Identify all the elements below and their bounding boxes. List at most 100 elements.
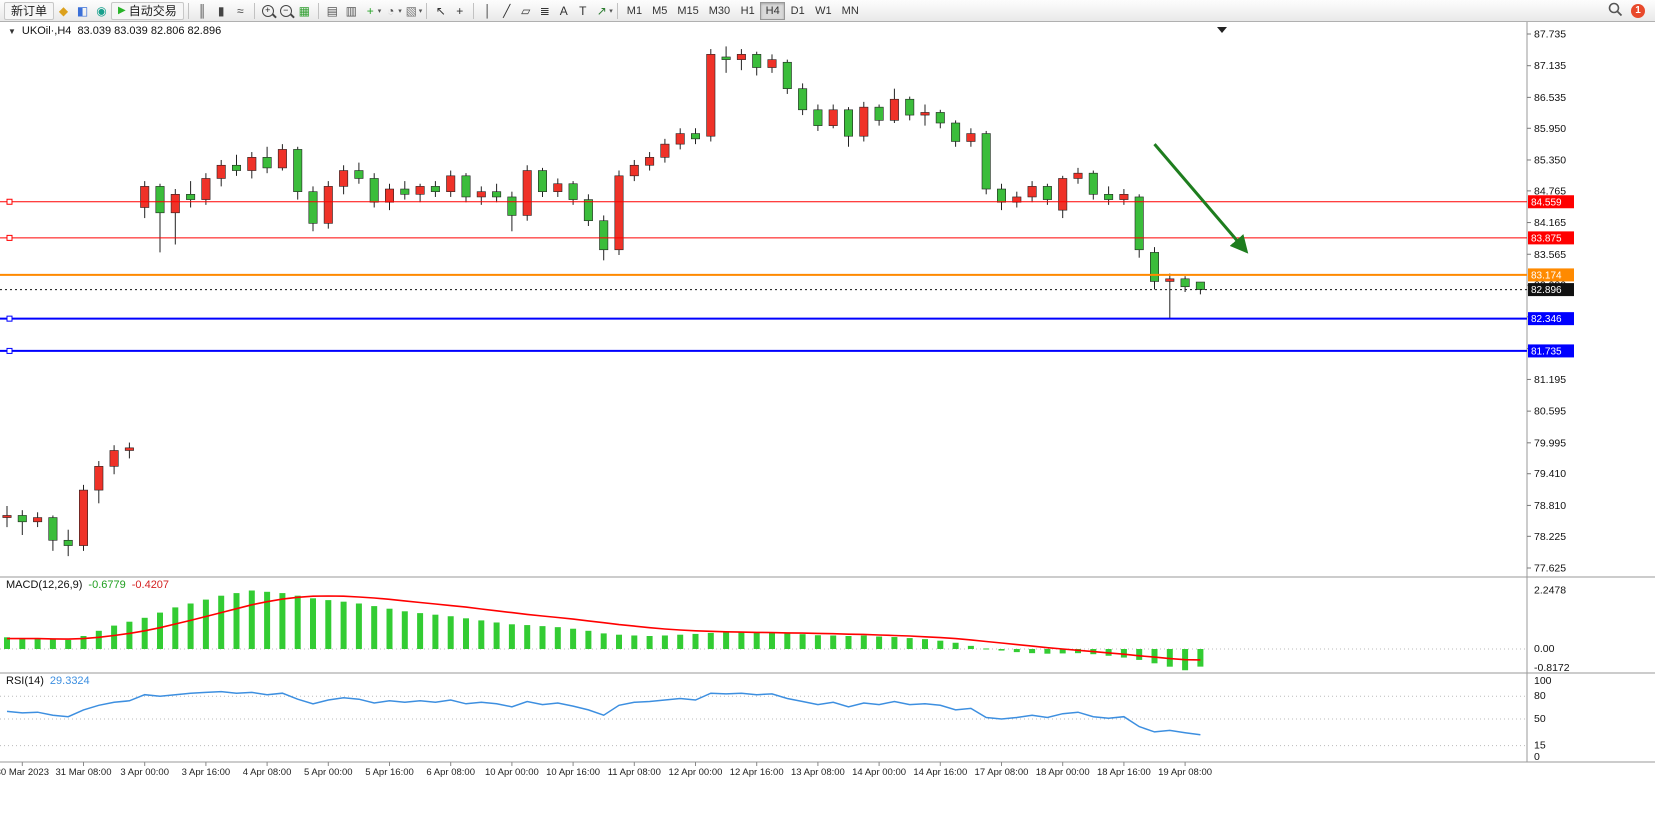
search-icon[interactable] [1608,2,1623,20]
market-watch-icon[interactable]: ◆ [58,3,69,18]
crosshair-icon[interactable]: + [456,3,464,18]
candle-down [1088,170,1098,200]
macd-histogram-bar [4,637,10,649]
timeframe-m30[interactable]: M30 [708,4,731,17]
zoom-in-icon[interactable]: + [261,4,274,17]
macd-histogram-bar [983,648,990,650]
candle-body [1180,278,1190,288]
hline-handle[interactable] [6,347,13,354]
timeframe-h1[interactable]: H1 [740,4,755,17]
macd-histogram-bar [1120,649,1127,658]
bar-chart-icon[interactable]: ║ [197,3,207,18]
candle-body [293,149,303,192]
templates-icon[interactable]: ▧ [405,3,417,18]
notification-badge[interactable]: 1 [1631,3,1645,18]
candle-body [232,164,242,171]
vline-icon[interactable]: │ [484,3,492,18]
price-tick-label: 77.625 [1534,563,1566,575]
cursor-icon[interactable]: ↖ [435,3,446,18]
candle-up [706,49,716,142]
candle-body [507,196,517,216]
templates-icon-dropdown[interactable]: ▾ [418,7,423,15]
zoom-out-icon[interactable]: − [279,4,292,17]
macd-histogram-bar [386,608,393,649]
candle-down [155,183,165,253]
candle-up [767,54,777,73]
arrange-windows-icon[interactable]: ▥ [345,3,357,18]
label-icon[interactable]: T [579,3,587,18]
candle-up [33,512,43,528]
rsi-line [6,690,1201,736]
channel-icon[interactable]: ▱ [521,3,531,18]
price-badge-83.875-bg [1528,231,1574,245]
toolbar: 新订单 ◆ ◧ ◉ ▶ 自动交易 ║ ▮ ≈ + − ▦ ▤ ▥ + ▾ ◔ ▾ ▧ ▾ ↖ + │ ╱ ▱ ≣ A T ↗ ▾ M1 M5… [0,0,1655,22]
macd-histogram-bar [998,649,1005,651]
timeframe-w1[interactable]: W1 [815,4,832,17]
price-tick-label: 83.565 [1534,249,1566,261]
price-tick-label: 85.950 [1534,123,1566,135]
macd-histogram-bar [1059,649,1066,654]
trend-arrow[interactable] [1153,143,1249,254]
candle-down [951,120,961,147]
candle-body [522,170,532,216]
indicators-icon-dropdown[interactable]: ▾ [377,7,382,15]
line-chart-icon[interactable]: ≈ [236,3,244,18]
candle-body [17,515,27,523]
rsi-axis-label: 15 [1534,740,1546,752]
candle-up [2,505,12,528]
candle-up [384,183,394,211]
macd-histogram-bar [34,638,41,649]
candle-down [369,173,379,208]
candle-up [415,183,425,203]
cascade-windows-icon[interactable]: ▤ [326,3,338,18]
timeframe-d1[interactable]: D1 [790,4,805,17]
candle-body [706,54,716,137]
fibonacci-icon[interactable]: ≣ [539,3,550,18]
macd-histogram-bar [111,625,118,649]
timeframe-m1[interactable]: M1 [626,4,643,17]
one-click-trading-expander[interactable]: ▼ [8,26,16,36]
rsi-axis-label: 0 [1534,751,1540,763]
candle-body [1042,186,1052,200]
timeframe-m5[interactable]: M5 [652,4,668,17]
candle-body [1119,194,1129,200]
candle-up [736,49,746,71]
candle-body [400,188,410,195]
candle-up [201,173,211,205]
periods-icon[interactable]: ◔ [387,3,395,18]
macd-histogram-bar [202,599,209,649]
candle-body [109,450,119,467]
candle-body [186,194,196,200]
tile-windows-icon[interactable]: ▦ [298,3,310,18]
macd-histogram-bar [692,633,699,649]
macd-histogram-bar [1197,649,1204,667]
candle-body [33,517,43,523]
text-icon[interactable]: A [559,3,568,18]
macd-histogram-bar [631,635,638,649]
hline-handle[interactable] [6,234,13,241]
timeframe-mn[interactable]: MN [841,4,859,17]
arrows-icon-dropdown[interactable]: ▾ [609,7,613,15]
timeframe-h4[interactable]: H4 [760,1,786,20]
candlestick-chart-icon[interactable]: ▮ [217,3,225,18]
macd-histogram-bar [95,630,102,649]
indicators-icon[interactable]: + [366,3,374,18]
arrows-icon[interactable]: ↗ [596,3,607,18]
candle-up [216,159,226,187]
candle-body [247,157,257,171]
new-order-button[interactable]: 新订单 [4,1,55,20]
chart-shift-marker[interactable] [1217,27,1227,33]
periods-icon-dropdown[interactable]: ▾ [398,7,402,15]
macd-histogram-bar [539,626,546,649]
trendline-icon[interactable]: ╱ [503,3,511,18]
hline-handle[interactable] [6,315,13,322]
hline-handle[interactable] [6,198,13,205]
candle-body [843,109,853,137]
profiles-icon[interactable]: ◧ [76,3,89,18]
community-icon[interactable]: ◉ [96,3,107,18]
time-tick-label: 5 Apr 00:00 [304,767,353,778]
timeframe-m15[interactable]: M15 [677,4,699,17]
candle-body [1150,252,1160,282]
autotrade-button[interactable]: ▶ 自动交易 [111,1,184,20]
candle-body [767,59,777,68]
